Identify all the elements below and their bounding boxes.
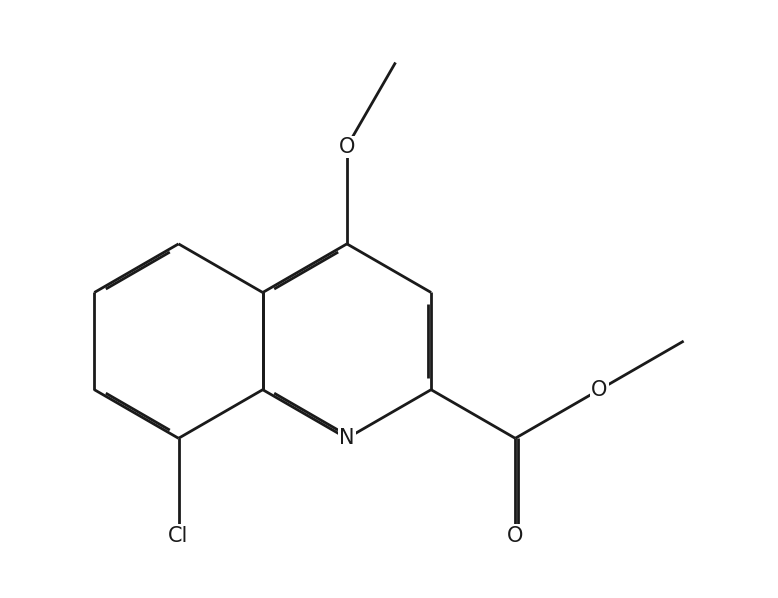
Text: Cl: Cl [168, 526, 189, 545]
Text: O: O [591, 380, 608, 399]
Text: O: O [507, 526, 524, 545]
Text: N: N [339, 428, 355, 448]
Text: O: O [338, 137, 355, 157]
